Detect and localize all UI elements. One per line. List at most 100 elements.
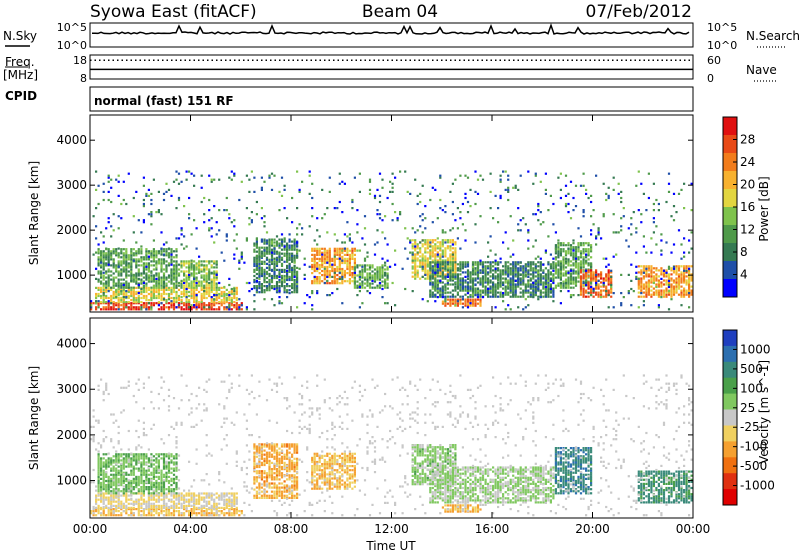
data-cell xyxy=(494,194,497,197)
data-cell xyxy=(110,178,113,181)
data-cell xyxy=(238,198,241,202)
data-cell xyxy=(203,288,206,291)
data-cell xyxy=(172,296,176,300)
data-cell xyxy=(95,508,98,511)
data-cell xyxy=(690,231,693,234)
data-cell xyxy=(449,302,452,305)
data-cell xyxy=(582,281,585,285)
data-cell xyxy=(283,184,286,187)
data-cell xyxy=(439,281,442,284)
data-cell xyxy=(348,282,351,285)
data-cell xyxy=(220,510,223,513)
data-cell xyxy=(293,240,296,243)
data-cell xyxy=(155,274,158,277)
data-cell xyxy=(356,231,359,234)
data-cell xyxy=(343,272,346,275)
data-cell xyxy=(336,269,339,273)
data-cell xyxy=(479,291,482,294)
data-cell xyxy=(597,285,600,288)
data-cell xyxy=(492,217,495,220)
data-cell xyxy=(607,275,610,278)
data-cell xyxy=(198,266,201,269)
data-cell xyxy=(188,514,191,517)
data-cell xyxy=(228,512,231,515)
data-cell xyxy=(527,239,530,242)
data-cell xyxy=(647,287,650,290)
data-cell xyxy=(562,280,565,283)
data-cell xyxy=(122,258,125,261)
data-cell xyxy=(378,272,382,275)
data-cell xyxy=(120,260,123,263)
data-cell xyxy=(451,269,454,272)
data-cell xyxy=(384,278,387,281)
data-cell xyxy=(454,265,457,268)
data-cell xyxy=(492,295,495,298)
data-cell xyxy=(205,284,208,287)
data-cell xyxy=(459,174,462,177)
data-cell xyxy=(268,244,271,247)
data-cell xyxy=(190,294,193,298)
data-cell xyxy=(497,275,500,278)
data-cell xyxy=(504,261,507,264)
data-cell xyxy=(112,260,115,263)
data-cell xyxy=(162,308,166,311)
data-cell xyxy=(245,308,248,311)
data-cell xyxy=(102,282,105,285)
data-cell xyxy=(544,291,547,294)
data-cell xyxy=(333,267,336,271)
data-cell xyxy=(210,290,213,294)
data-cell xyxy=(296,242,299,245)
data-cell xyxy=(270,238,274,241)
data-cell xyxy=(657,279,660,282)
data-cell xyxy=(426,257,429,260)
data-cell xyxy=(509,263,512,266)
data-cell xyxy=(102,308,105,311)
data-cell xyxy=(534,263,537,266)
data-cell xyxy=(333,261,336,265)
data-cell xyxy=(519,273,522,276)
data-cell xyxy=(172,308,176,311)
data-cell xyxy=(569,260,573,263)
data-cell xyxy=(351,257,354,260)
data-cell xyxy=(476,281,480,284)
data-cell xyxy=(667,290,671,293)
data-cell xyxy=(172,299,176,302)
data-cell xyxy=(439,257,442,260)
data-cell xyxy=(509,267,512,270)
data-cell xyxy=(461,287,464,290)
data-cell xyxy=(127,284,130,287)
data-cell xyxy=(125,504,128,507)
data-cell xyxy=(275,291,279,294)
data-cell xyxy=(263,298,266,301)
data-cell xyxy=(444,231,447,234)
data-cell xyxy=(539,296,542,299)
data-cell xyxy=(318,257,321,260)
data-cell xyxy=(105,308,108,311)
data-cell xyxy=(107,176,110,179)
data-cell xyxy=(278,244,281,247)
data-cell xyxy=(105,290,108,294)
data-cell xyxy=(132,508,135,511)
data-cell xyxy=(612,231,615,234)
data-cell xyxy=(172,301,176,304)
data-cell xyxy=(361,302,364,305)
data-cell xyxy=(286,283,289,286)
data-cell xyxy=(157,258,160,261)
data-cell xyxy=(185,260,188,263)
data-cell xyxy=(481,265,485,268)
data-cell xyxy=(680,277,683,280)
data-cell xyxy=(677,273,681,276)
data-cell xyxy=(476,296,480,299)
data-cell xyxy=(160,506,163,509)
data-cell xyxy=(471,302,475,305)
data-cell xyxy=(532,213,535,216)
data-cell xyxy=(469,300,472,303)
data-cell xyxy=(140,280,143,283)
data-cell xyxy=(582,273,585,276)
data-cell xyxy=(260,240,263,243)
data-cell xyxy=(683,271,686,274)
data-cell xyxy=(524,265,527,268)
data-cell xyxy=(675,273,678,276)
data-cell xyxy=(389,265,392,268)
data-cell xyxy=(499,174,502,177)
